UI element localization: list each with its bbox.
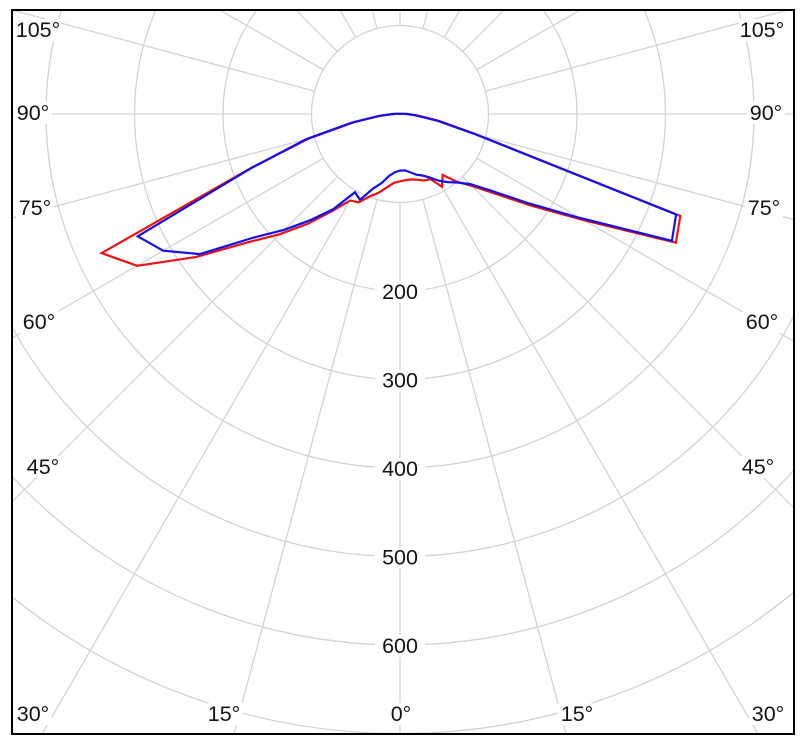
angle-grid-ray [13,11,315,92]
radial-tick-label: 600 [382,634,418,658]
angle-label-bottom-bg [14,703,52,725]
angle-label-left-bg [14,102,52,124]
angle-label-bottom-bg [749,703,787,725]
angle-label-bottom: 15° [208,702,241,726]
radial-tick-label: 400 [382,457,418,481]
angle-grid-ray [485,136,793,220]
radial-tick-label-bg [375,546,425,569]
angle-label-bottom: 30° [752,702,785,726]
chart-border [11,9,795,735]
radial-grid-circle [310,24,490,204]
angle-grid-ray [462,176,793,508]
axis-labels: 200 300 400 500 600 105° 105° 90° 90° 75° 75° 60° 60… [14,18,787,726]
angle-label-bottom: 0° [391,702,412,726]
blue-curve [135,112,678,256]
angle-label-right-bg [743,311,781,333]
angle-label-right-bg [739,456,777,478]
angle-label-left: 75° [19,196,52,220]
angle-label-right-bg [739,19,785,41]
angle-grid-ray [13,157,324,339]
angle-label-bottom-bg [205,703,243,725]
angle-label-bottom-bg [558,703,596,725]
angle-label-left-bg [15,19,61,41]
angle-label-bottom: 30° [17,702,50,726]
angle-label-right: 90° [750,101,783,125]
angle-grid-ray [422,199,567,733]
angle-label-right-bg [745,197,783,219]
angle-label-left: 90° [17,101,50,125]
angle-label-left-bg [24,456,62,478]
angle-label-right-bg [747,102,785,124]
radial-tick-label-bg [375,369,425,392]
angle-grid-ray [233,199,378,733]
angle-label-left: 60° [23,310,56,334]
intensity-curves [98,112,682,267]
angle-grid-ray [476,157,793,342]
radial-tick-label: 500 [382,546,418,570]
angle-label-bottom-bg [386,703,416,725]
angle-grid-ray [41,190,357,733]
angle-label-left-bg [16,197,54,219]
angle-label-right: 45° [742,455,775,479]
angle-label-right: 60° [746,310,779,334]
angle-label-right: 75° [748,196,781,220]
radial-tick-label: 300 [382,369,418,393]
radial-tick-label-bg [375,635,425,657]
angle-grid-ray [13,136,315,219]
angle-grid-ray [13,176,338,502]
angle-label-left: 45° [27,455,60,479]
angle-label-bottom: 15° [561,702,594,726]
angle-grid-ray [485,11,787,92]
radial-tick-label-bg [375,458,425,480]
angle-grid-ray [443,190,759,733]
radial-tick-label-bg [375,281,425,303]
radial-tick-label: 200 [382,280,418,304]
angle-label-left: 105° [16,18,60,42]
angle-label-left-bg [20,311,58,333]
angle-label-right: 105° [740,18,784,42]
